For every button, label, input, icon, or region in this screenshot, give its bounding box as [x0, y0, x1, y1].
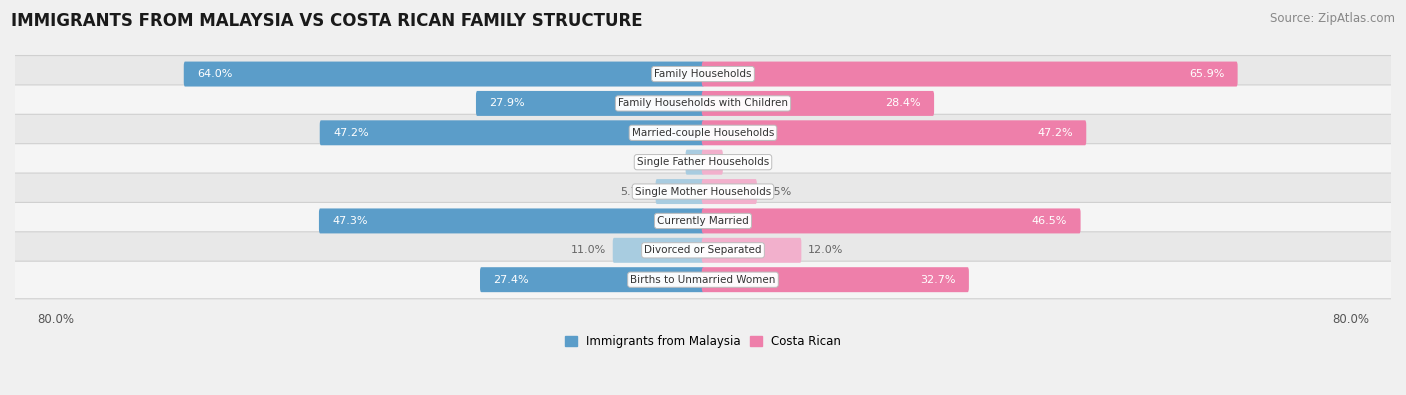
Text: 6.5%: 6.5%: [763, 186, 792, 197]
FancyBboxPatch shape: [14, 56, 1392, 93]
Text: Family Households: Family Households: [654, 69, 752, 79]
Text: 5.7%: 5.7%: [620, 186, 648, 197]
Text: 27.9%: 27.9%: [489, 98, 524, 109]
Text: IMMIGRANTS FROM MALAYSIA VS COSTA RICAN FAMILY STRUCTURE: IMMIGRANTS FROM MALAYSIA VS COSTA RICAN …: [11, 12, 643, 30]
FancyBboxPatch shape: [14, 173, 1392, 211]
FancyBboxPatch shape: [702, 120, 1087, 145]
Text: Single Father Households: Single Father Households: [637, 157, 769, 167]
Text: 11.0%: 11.0%: [571, 245, 606, 255]
Text: Births to Unmarried Women: Births to Unmarried Women: [630, 275, 776, 285]
FancyBboxPatch shape: [702, 150, 723, 175]
Text: Married-couple Households: Married-couple Households: [631, 128, 775, 138]
Text: Currently Married: Currently Married: [657, 216, 749, 226]
FancyBboxPatch shape: [14, 202, 1392, 240]
Text: 47.2%: 47.2%: [333, 128, 368, 138]
Text: 2.3%: 2.3%: [730, 157, 758, 167]
FancyBboxPatch shape: [477, 91, 704, 116]
FancyBboxPatch shape: [702, 209, 1081, 233]
FancyBboxPatch shape: [702, 62, 1237, 87]
FancyBboxPatch shape: [702, 179, 756, 204]
Text: Family Households with Children: Family Households with Children: [619, 98, 787, 109]
FancyBboxPatch shape: [319, 209, 704, 233]
Text: Single Mother Households: Single Mother Households: [636, 186, 770, 197]
FancyBboxPatch shape: [14, 232, 1392, 269]
FancyBboxPatch shape: [686, 150, 704, 175]
Text: 46.5%: 46.5%: [1032, 216, 1067, 226]
Text: 47.3%: 47.3%: [332, 216, 368, 226]
Legend: Immigrants from Malaysia, Costa Rican: Immigrants from Malaysia, Costa Rican: [560, 331, 846, 353]
FancyBboxPatch shape: [14, 114, 1392, 152]
Text: 47.2%: 47.2%: [1038, 128, 1073, 138]
Text: 28.4%: 28.4%: [886, 98, 921, 109]
FancyBboxPatch shape: [702, 267, 969, 292]
Text: 2.0%: 2.0%: [651, 157, 679, 167]
FancyBboxPatch shape: [655, 179, 704, 204]
Text: 12.0%: 12.0%: [808, 245, 844, 255]
FancyBboxPatch shape: [702, 238, 801, 263]
FancyBboxPatch shape: [184, 62, 704, 87]
FancyBboxPatch shape: [14, 85, 1392, 122]
Text: 65.9%: 65.9%: [1189, 69, 1225, 79]
FancyBboxPatch shape: [14, 261, 1392, 299]
Text: 27.4%: 27.4%: [494, 275, 529, 285]
Text: 32.7%: 32.7%: [920, 275, 956, 285]
FancyBboxPatch shape: [702, 91, 934, 116]
FancyBboxPatch shape: [479, 267, 704, 292]
Text: Source: ZipAtlas.com: Source: ZipAtlas.com: [1270, 12, 1395, 25]
FancyBboxPatch shape: [14, 144, 1392, 181]
FancyBboxPatch shape: [319, 120, 704, 145]
Text: Divorced or Separated: Divorced or Separated: [644, 245, 762, 255]
FancyBboxPatch shape: [613, 238, 704, 263]
Text: 64.0%: 64.0%: [197, 69, 232, 79]
